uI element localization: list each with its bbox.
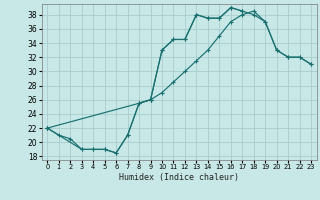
X-axis label: Humidex (Indice chaleur): Humidex (Indice chaleur) [119, 173, 239, 182]
